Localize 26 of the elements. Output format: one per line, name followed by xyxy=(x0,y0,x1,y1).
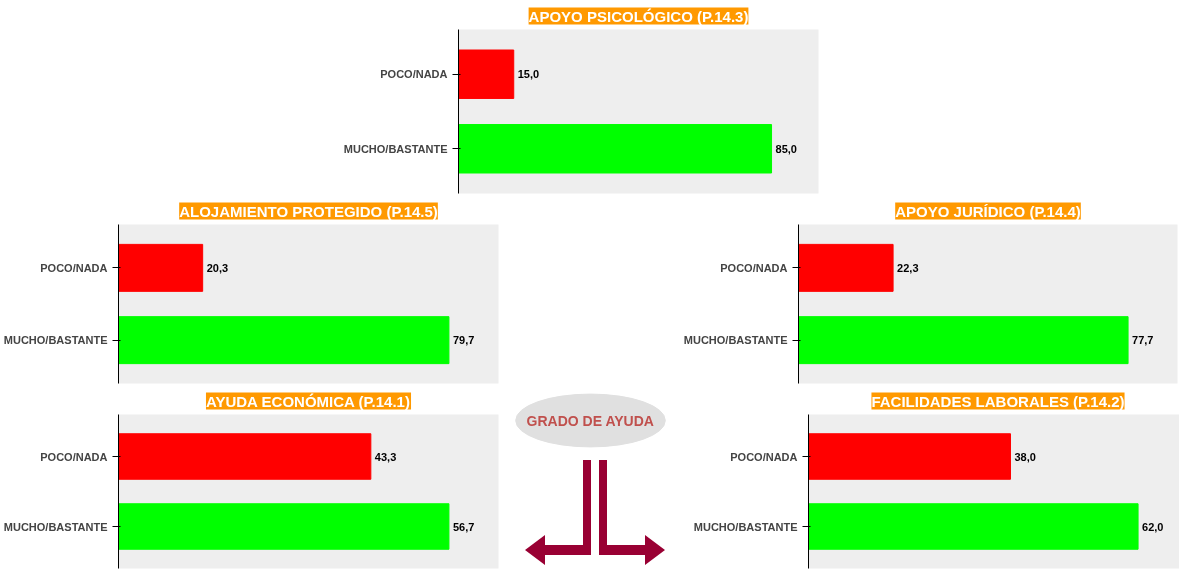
data-label: 85,0 xyxy=(775,142,797,155)
data-label: 38,0 xyxy=(1014,450,1036,463)
y-tick-label: POCO/NADA xyxy=(380,68,448,81)
data-label: 20,3 xyxy=(206,261,229,274)
chart-title: APOYO JURÍDICO (P.14.4) xyxy=(895,202,1081,220)
y-tick-label: MUCHO/BASTANTE xyxy=(3,334,108,347)
y-tick-label: MUCHO/BASTANTE xyxy=(683,334,788,347)
y-tick-label: MUCHO/BASTANTE xyxy=(3,520,108,533)
chart-title: APOYO PSICOLÓGICO (P.14.3) xyxy=(528,7,749,25)
data-label: 22,3 xyxy=(897,261,919,274)
data-label: 79,7 xyxy=(452,334,475,347)
y-tick-label: POCO/NADA xyxy=(40,450,108,463)
data-label: 62,0 xyxy=(1142,520,1164,533)
y-tick-label: POCO/NADA xyxy=(40,261,108,274)
y-tick-label: MUCHO/BASTANTE xyxy=(693,520,798,533)
data-label: 15,0 xyxy=(517,68,540,81)
chart-title: FACILIDADES LABORALES (P.14.2) xyxy=(871,392,1125,410)
y-tick-label: MUCHO/BASTANTE xyxy=(343,142,448,155)
data-label: 56,7 xyxy=(452,520,475,533)
chart-title: AYUDA ECONÓMICA (P.14.1) xyxy=(205,392,410,410)
text: GRADO DE AYUDA xyxy=(526,412,654,429)
data-label: 77,7 xyxy=(1132,334,1154,347)
y-tick-label: POCO/NADA xyxy=(730,450,798,463)
y-tick-label: POCO/NADA xyxy=(720,261,788,274)
data-label: 43,3 xyxy=(374,450,397,463)
chart-title: ALOJAMIENTO PROTEGIDO (P.14.5) xyxy=(179,202,438,220)
